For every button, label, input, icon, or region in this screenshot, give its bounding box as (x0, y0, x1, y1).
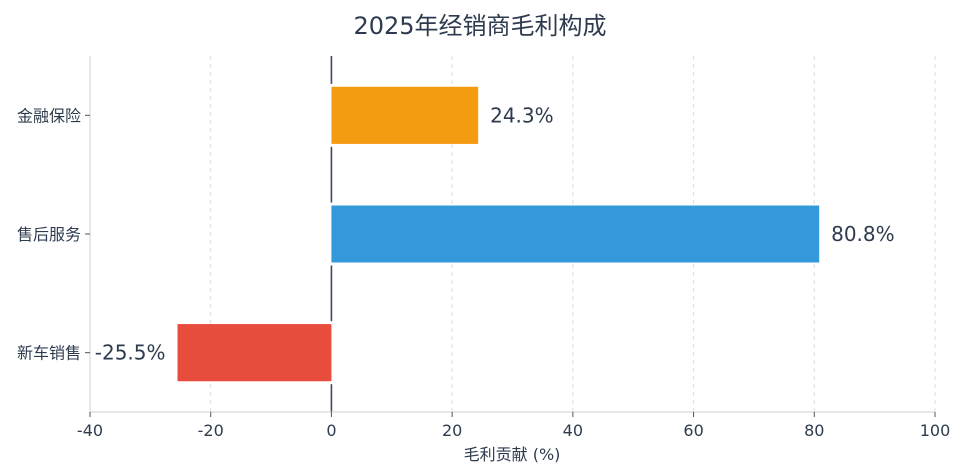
axes (85, 56, 936, 417)
x-tick-label: 0 (326, 421, 336, 440)
bar-overlay (177, 324, 332, 382)
x-axis-label: 毛利贡献 (%) (464, 445, 561, 464)
zero-line (177, 56, 820, 412)
x-tick-label: -20 (198, 421, 224, 440)
chart-title: 2025年经销商毛利构成 (353, 12, 607, 40)
bar-overlay (331, 205, 820, 263)
x-tick-label: 60 (683, 421, 703, 440)
data-labels: 24.3% 80.8% -25.5% (95, 103, 895, 364)
x-tick-label: -40 (77, 421, 103, 440)
data-label: -25.5% (95, 341, 166, 365)
data-label: 24.3% (490, 103, 554, 127)
x-tick-label: 100 (920, 421, 951, 440)
y-category-label: 售后服务 (17, 225, 81, 244)
bar-overlay (331, 86, 479, 144)
y-category-label: 新车销售 (17, 344, 81, 363)
x-tick-label: 80 (804, 421, 824, 440)
x-tick-label: 40 (563, 421, 583, 440)
data-label: 80.8% (831, 222, 895, 246)
y-category-label: 金融保险 (17, 106, 81, 125)
x-tick-labels: -40 -20 0 20 40 60 80 100 (77, 421, 950, 440)
x-tick-label: 20 (442, 421, 462, 440)
